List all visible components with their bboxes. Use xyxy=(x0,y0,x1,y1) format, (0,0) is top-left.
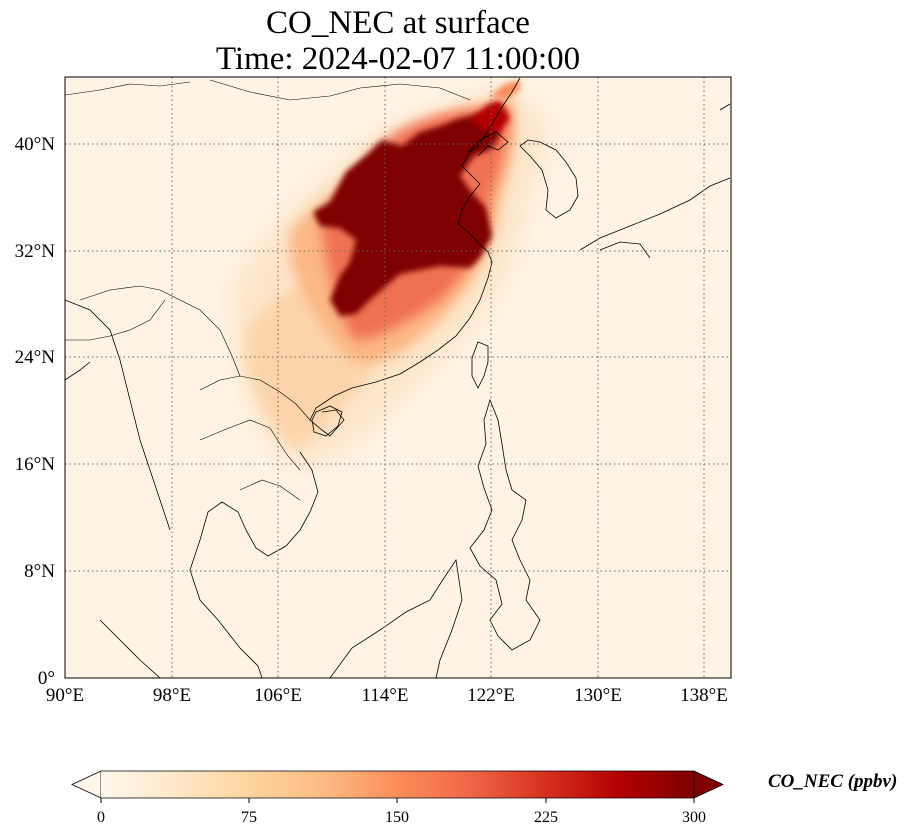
lat-tick-40: 40°N xyxy=(15,134,56,155)
plume-core xyxy=(313,114,500,316)
colorbar-gradient xyxy=(101,771,694,798)
lon-tick-130: 130°E xyxy=(574,685,622,706)
colorbar-extend-min xyxy=(71,770,102,799)
colorbar: 0 75 150 225 300 xyxy=(71,770,724,826)
lon-tick-106: 106°E xyxy=(254,685,302,706)
map-frame xyxy=(64,76,732,679)
plot-title-line2: Time: 2024-02-07 11:00:00 xyxy=(215,41,581,77)
lon-tick-114: 114°E xyxy=(362,685,409,706)
cbar-tick-225: 225 xyxy=(534,809,558,826)
lon-tick-122: 122°E xyxy=(467,685,515,706)
lat-tick-8: 8°N xyxy=(24,561,55,582)
plume-northeast xyxy=(470,100,510,132)
cbar-tick-300: 300 xyxy=(682,809,706,826)
lat-tick-0: 0° xyxy=(38,668,55,689)
lat-tick-32: 32°N xyxy=(15,241,56,262)
lon-tick-98: 98°E xyxy=(153,685,191,706)
coastlines xyxy=(65,77,731,678)
colorbar-extend-max xyxy=(693,770,724,799)
lon-tick-90: 90°E xyxy=(46,685,84,706)
gridlines xyxy=(65,77,731,678)
cbar-tick-75: 75 xyxy=(241,809,257,826)
concentration-field xyxy=(65,77,731,678)
lon-tick-labels: 90°E 98°E 106°E 114°E 122°E 130°E 138°E xyxy=(46,685,728,706)
lat-tick-24: 24°N xyxy=(15,347,56,368)
plume-tip xyxy=(490,80,520,100)
lon-tick-138: 138°E xyxy=(680,685,728,706)
colorbar-label: CO_NEC (ppbv) xyxy=(768,771,898,792)
lat-tick-labels: 0° 8°N 16°N 24°N 32°N 40°N xyxy=(15,134,56,689)
cbar-tick-150: 150 xyxy=(385,809,409,826)
lat-tick-16: 16°N xyxy=(15,454,56,475)
plot-title-line1: CO_NEC at surface xyxy=(266,5,530,41)
cbar-tick-0: 0 xyxy=(97,809,105,826)
